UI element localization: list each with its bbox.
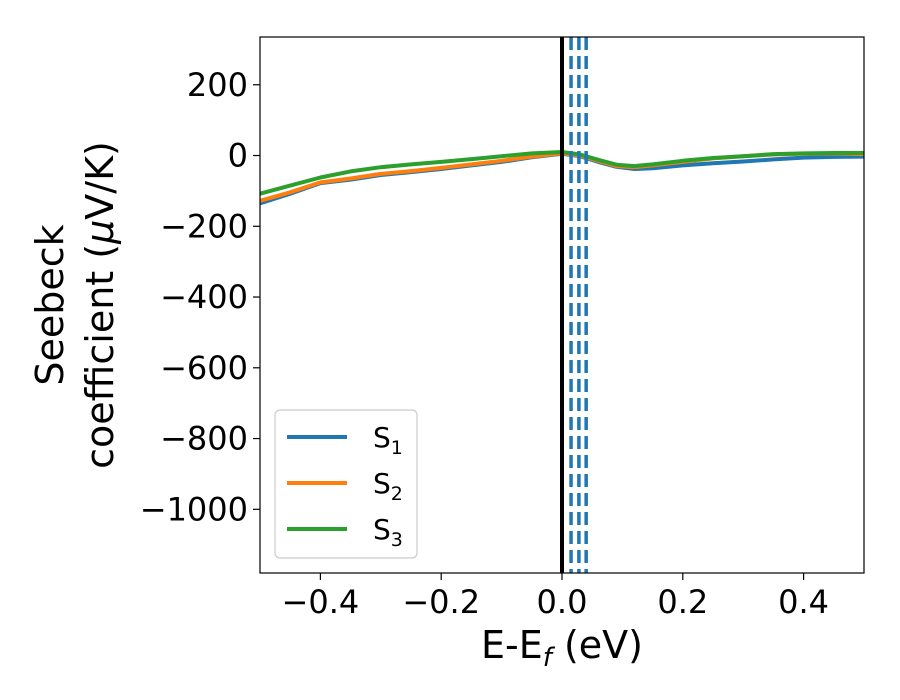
x-tick-label-3: 0.2 — [657, 583, 708, 621]
y-tick-label-4: −600 — [160, 349, 248, 387]
y-axis-label-line1: Seebeck — [28, 224, 72, 385]
y-axis-label: Seebeck coefficient (μV/K) — [28, 141, 122, 469]
x-axis-label: E-Ef (eV) — [481, 623, 643, 673]
y-tick-label-3: −400 — [160, 278, 248, 316]
y-axis-label-line2: coefficient (μV/K) — [78, 141, 122, 469]
legend-label-1: S1 — [373, 421, 403, 459]
x-tick-label-2: 0.0 — [537, 583, 588, 621]
y-tick-label-2: −200 — [160, 207, 248, 245]
x-tick-label-4: 0.4 — [778, 583, 829, 621]
y-tick-label-5: −800 — [160, 420, 248, 458]
y-tick-label-6: −1000 — [140, 490, 248, 528]
x-tick-label-0: −0.4 — [282, 583, 360, 621]
y-tick-label-1: 0 — [228, 137, 248, 175]
x-tick-label-1: −0.2 — [402, 583, 480, 621]
y-tick-label-0: 200 — [187, 66, 248, 104]
legend-label-2: S2 — [373, 467, 403, 505]
legend-label-3: S3 — [373, 513, 403, 551]
